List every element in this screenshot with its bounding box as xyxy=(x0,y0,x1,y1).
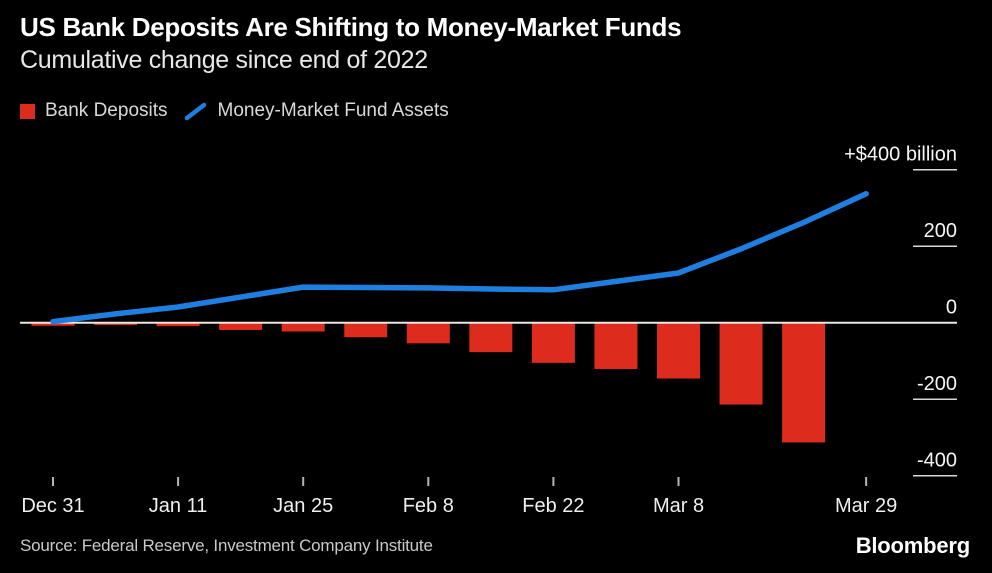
x-axis-label: Feb 22 xyxy=(522,495,584,517)
mmf-line xyxy=(50,191,869,325)
legend-item-money-market: Money-Market Fund Assets xyxy=(184,100,449,122)
y-axis-label: -200 xyxy=(917,373,957,395)
deposit-bar xyxy=(657,322,700,379)
deposit-bar xyxy=(719,322,763,405)
legend: Bank Deposits Money-Market Fund Assets xyxy=(20,100,449,122)
y-axis-label: 200 xyxy=(924,220,957,242)
deposit-bar xyxy=(531,322,575,363)
x-axis-label: Mar 29 xyxy=(835,495,897,517)
x-axis-label: Feb 8 xyxy=(403,495,454,517)
deposit-bar xyxy=(156,322,200,327)
source-note: Source: Federal Reserve, Investment Comp… xyxy=(20,536,433,555)
deposit-bar xyxy=(94,322,138,325)
chart-subtitle: Cumulative change since end of 2022 xyxy=(20,46,428,74)
deposit-bar xyxy=(406,322,450,344)
y-axis-label: -400 xyxy=(917,450,957,472)
deposit-bar xyxy=(281,322,325,332)
deposit-bar xyxy=(219,322,263,330)
line-swatch-icon xyxy=(184,102,206,120)
legend-label-money-market: Money-Market Fund Assets xyxy=(217,100,449,121)
x-axis-label: Dec 31 xyxy=(21,495,84,517)
deposit-bar xyxy=(469,322,513,353)
chart-title: US Bank Deposits Are Shifting to Money-M… xyxy=(20,12,682,42)
x-axis-label: Mar 8 xyxy=(653,495,704,517)
x-axis-label: Jan 11 xyxy=(149,495,208,517)
legend-item-bank-deposits: Bank Deposits xyxy=(20,100,168,122)
y-axis-label: +$400 billion xyxy=(844,144,957,166)
legend-label-bank-deposits: Bank Deposits xyxy=(45,100,168,121)
deposit-bar xyxy=(594,322,638,369)
deposit-bar xyxy=(782,322,826,443)
deposit-bar xyxy=(344,322,388,338)
bloomberg-logo: Bloomberg xyxy=(855,533,971,558)
y-axis-label: 0 xyxy=(946,297,957,319)
x-axis-label: Jan 25 xyxy=(273,495,333,517)
bar-swatch-icon xyxy=(20,103,35,119)
